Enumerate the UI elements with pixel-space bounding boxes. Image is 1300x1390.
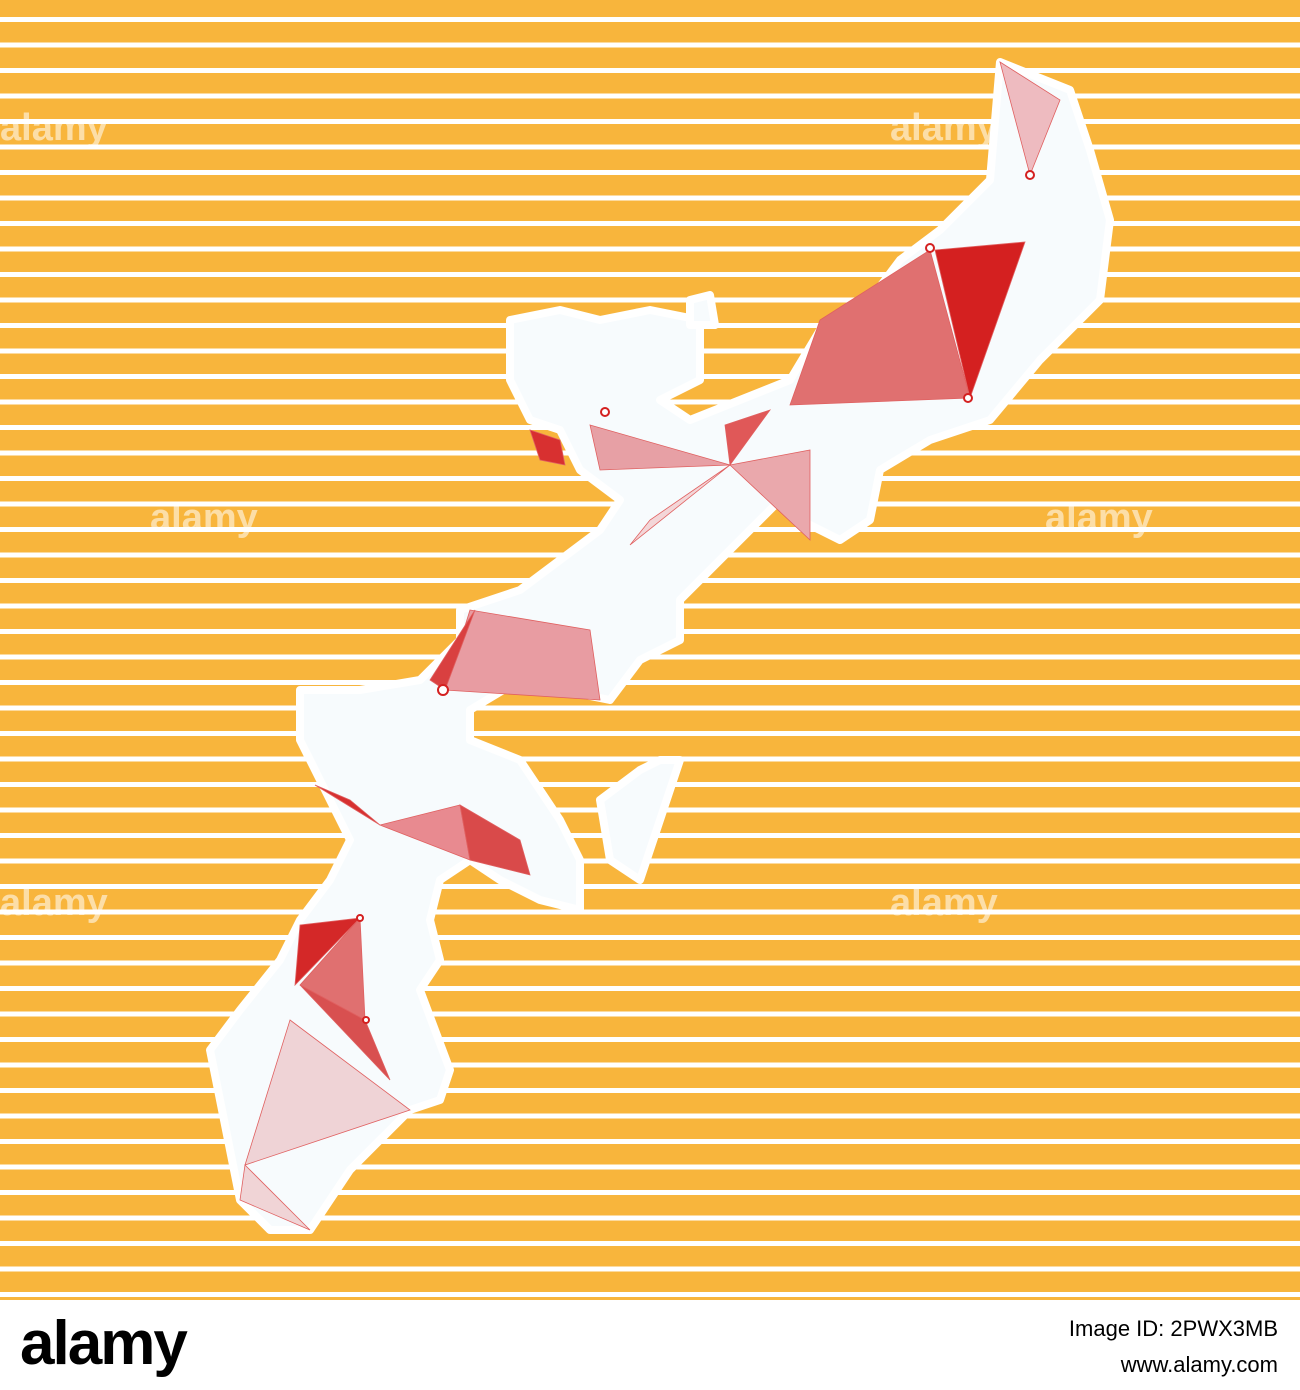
facet	[429, 609, 476, 691]
image-id: Image ID: 2PWX3MB	[1068, 1316, 1278, 1341]
facet	[529, 429, 566, 466]
node	[963, 393, 973, 403]
facet	[239, 1164, 311, 1231]
watermark: alamy	[1045, 497, 1153, 539]
facet	[999, 61, 1061, 177]
node	[356, 914, 364, 922]
island-outline	[206, 58, 1114, 1234]
node	[600, 407, 610, 417]
facet	[314, 784, 381, 826]
facet	[724, 409, 772, 467]
watermarks: alamy alamy alamy alamy alamy alamy	[0, 107, 1153, 924]
facet	[729, 449, 811, 541]
islet	[686, 291, 719, 329]
island	[206, 58, 1114, 1234]
logo: alamy	[20, 1309, 188, 1378]
node	[362, 1016, 370, 1024]
facet	[934, 241, 1026, 400]
facet	[629, 464, 731, 546]
facet	[244, 1019, 411, 1166]
facet	[589, 424, 731, 471]
node	[437, 684, 449, 696]
node	[925, 243, 935, 253]
map: alamy alamy alamy alamy alamy alamy	[0, 58, 1153, 1234]
facets	[239, 61, 1061, 1231]
facet	[459, 804, 531, 876]
watermark: alamy	[0, 107, 108, 149]
islet	[596, 756, 684, 884]
nodes	[356, 170, 1035, 1024]
footer: alamy Image ID: 2PWX3MB www.alamy.com	[0, 1300, 1300, 1390]
facet	[299, 984, 391, 1081]
watermark: alamy	[890, 107, 998, 149]
watermark: alamy	[150, 497, 258, 539]
watermark: alamy	[890, 882, 998, 924]
node	[1025, 170, 1035, 180]
watermark: alamy	[0, 882, 108, 924]
striped-background: alamy alamy alamy alamy alamy alamy	[0, 0, 1300, 1300]
url: www.alamy.com	[1120, 1352, 1278, 1377]
facet	[294, 917, 362, 987]
